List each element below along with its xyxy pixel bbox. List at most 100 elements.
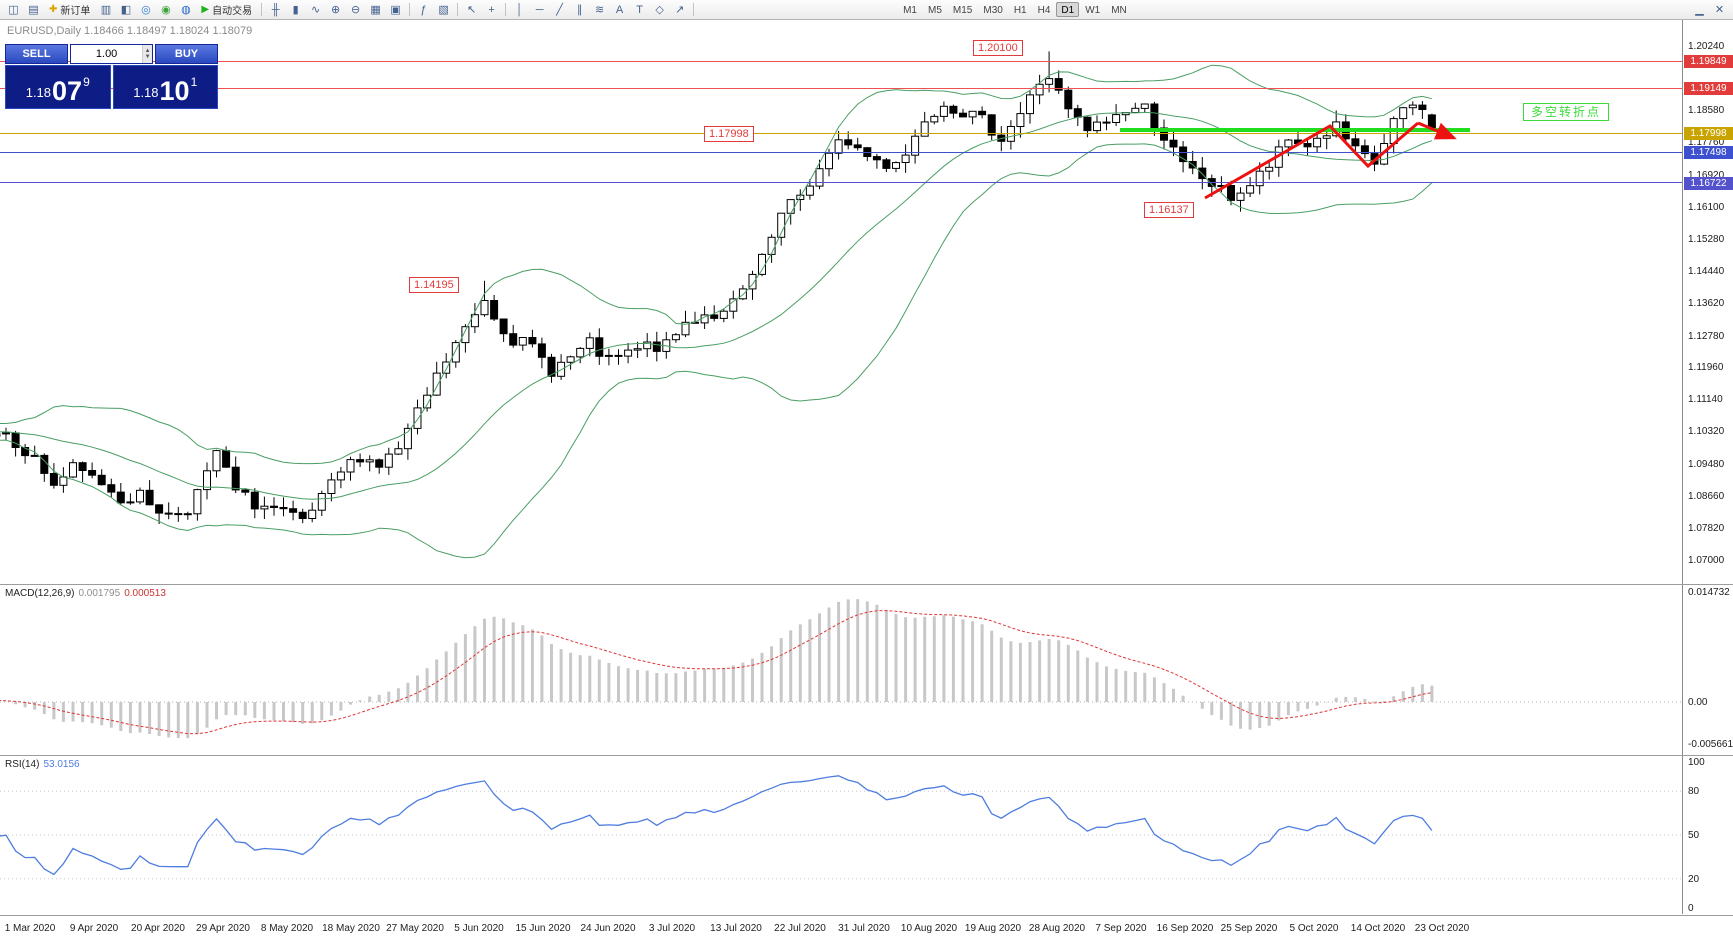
timeframe-d1[interactable]: D1 [1056, 2, 1080, 17]
price-tick: 1.14440 [1688, 266, 1725, 277]
buy-price-base: 1.18 [133, 85, 159, 100]
volume-down-icon[interactable]: ▼ [144, 54, 151, 60]
volume-spinner: ▲ ▼ [142, 45, 152, 63]
cursor-icon[interactable]: ↖ [466, 4, 477, 16]
zoom-out-icon[interactable]: ⊖ [350, 4, 361, 16]
date-label: 9 Apr 2020 [69, 923, 119, 934]
sell-price-display[interactable]: 1.18 07 9 [5, 65, 111, 109]
horizontal-line-1.16722[interactable] [0, 182, 1682, 183]
turning-point-note[interactable]: 多空转折点 [1523, 103, 1610, 121]
autotrading-button-label: 自动交易 [212, 6, 253, 17]
shapes-icon[interactable]: ◇ [655, 4, 664, 16]
zoom-in-icon[interactable]: ⊕ [330, 4, 341, 16]
autotrading-button[interactable]: ▶ 自动交易 [196, 2, 257, 18]
horizontal-line-1.19149[interactable] [0, 88, 1682, 89]
templates-icon[interactable]: ▧ [438, 4, 449, 16]
navigator-icon[interactable]: ◎ [141, 4, 151, 16]
horizontal-line-1.17998[interactable] [0, 133, 1682, 134]
timeframe-mn[interactable]: MN [1111, 5, 1127, 16]
macd-panel-canvas[interactable] [0, 585, 1682, 755]
panel-separator[interactable] [0, 755, 1733, 756]
macd-axis-tick: 0.00 [1688, 697, 1708, 708]
price-callout-1.16137[interactable]: 1.16137 [1144, 202, 1194, 218]
rsi-axis-tick: 80 [1688, 786, 1700, 797]
key-level-zone-line[interactable] [1120, 128, 1470, 132]
fibonacci-icon[interactable]: ≋ [594, 4, 605, 16]
toolbar: ◫ ▤ ✚ 新订单 ▥ ◧ ◎ ◉ ◍ ▶ 自动交易 ╫ ▮ ∿ ⊕ ⊖ ▦ ▣ ƒ ▧ ↖ + │ ─ ╱ ∥ ≋ A T ◇ ↗ M1 M5… [0, 0, 1733, 20]
rsi-axis-tick: 100 [1688, 757, 1705, 768]
price-tick: 1.08660 [1688, 491, 1725, 502]
price-tick: 1.07000 [1688, 555, 1725, 566]
new-order-button[interactable]: ✚ 新订单 [44, 2, 95, 18]
line-chart-icon[interactable]: ∿ [310, 4, 321, 16]
price-callout-1.17998[interactable]: 1.17998 [704, 126, 754, 142]
horizontal-line-1.19849[interactable] [0, 61, 1682, 62]
date-label: 25 Sep 2020 [1220, 923, 1278, 934]
timeframe-m30[interactable]: M30 [983, 5, 1003, 16]
close-chart-icon[interactable]: ✕ [1714, 4, 1725, 16]
price-callout-1.20100[interactable]: 1.20100 [973, 40, 1023, 56]
equidistant-channel-icon[interactable]: ∥ [576, 4, 583, 16]
macd-name: MACD(12,26,9) [5, 588, 75, 599]
bar-chart-icon[interactable]: ╫ [271, 3, 280, 16]
crosshair-icon[interactable]: + [488, 3, 495, 16]
panel-separator[interactable] [0, 584, 1733, 585]
date-label: 29 Apr 2020 [196, 923, 250, 934]
price-marker: 1.17498 [1684, 146, 1733, 159]
terminal-icon[interactable]: ◉ [161, 4, 171, 16]
buy-price-pip: 1 [190, 75, 198, 89]
volume-input[interactable] [71, 45, 143, 63]
horizontal-line-icon[interactable]: ─ [535, 3, 544, 16]
strategy-tester-icon[interactable]: ◍ [181, 4, 191, 16]
timeframe-h4[interactable]: H4 [1037, 5, 1051, 16]
sell-price-pip: 9 [83, 75, 90, 89]
sell-button[interactable]: SELL [5, 44, 68, 64]
auto-scroll-icon[interactable]: ▣ [390, 4, 401, 16]
label-icon[interactable]: T [636, 3, 643, 16]
rsi-name: RSI(14) [5, 759, 40, 770]
buy-price-display[interactable]: 1.18 10 1 [112, 65, 218, 109]
vertical-line-icon[interactable]: │ [516, 3, 524, 16]
time-axis[interactable]: 1 Mar 2020 9 Apr 2020 20 Apr 2020 29 Apr 20… [0, 915, 1733, 943]
minimize-chart-icon[interactable]: ▁ [1695, 4, 1704, 16]
arrows-icon[interactable]: ↗ [674, 4, 685, 16]
timeframe-m5[interactable]: M5 [928, 5, 942, 16]
date-label: 28 Aug 2020 [1028, 923, 1086, 934]
price-tick: 1.11140 [1688, 394, 1723, 405]
horizontal-line-1.17498[interactable] [0, 152, 1682, 153]
price-tick: 1.11960 [1688, 362, 1724, 373]
indicators-icon[interactable]: ƒ [420, 3, 427, 16]
sell-price-base: 1.18 [25, 85, 52, 100]
data-window-icon[interactable]: ◧ [120, 4, 132, 16]
price-axis[interactable]: 1.20240 1.18580 1.17760 1.16920 1.16100 1.152… [1682, 20, 1733, 914]
profiles-icon[interactable]: ▤ [28, 4, 39, 16]
timeframe-w1[interactable]: W1 [1085, 5, 1101, 16]
price-tick: 1.17760 [1688, 137, 1725, 148]
rsi-panel-canvas[interactable] [0, 756, 1682, 914]
volume-up-icon[interactable]: ▲ [144, 48, 151, 54]
timeframe-h1[interactable]: H1 [1013, 5, 1027, 16]
price-tick: 1.15280 [1688, 234, 1725, 245]
timeframe-m1[interactable]: M1 [903, 5, 917, 16]
toolbar-separator [409, 3, 411, 16]
main-chart-canvas[interactable] [0, 20, 1682, 584]
tile-windows-icon[interactable]: ▦ [370, 4, 381, 16]
sell-price-big: 07 [52, 76, 83, 107]
text-icon[interactable]: A [615, 3, 624, 16]
open-chart-icon[interactable]: ◫ [8, 4, 19, 16]
trendline-icon[interactable]: ╱ [556, 4, 563, 16]
candlestick-chart-icon[interactable]: ▮ [292, 4, 299, 16]
buy-button[interactable]: BUY [155, 44, 218, 64]
date-label: 13 Jul 2020 [710, 923, 762, 934]
price-callout-1.14195[interactable]: 1.14195 [409, 277, 459, 293]
timeframe-m15[interactable]: M15 [952, 5, 973, 16]
date-label: 3 Jul 2020 [648, 923, 696, 934]
volume-box: ▲ ▼ [70, 44, 153, 64]
toolbar-right-icons: ▁ ✕ [1690, 2, 1729, 18]
date-label: 5 Jun 2020 [454, 923, 504, 934]
price-tick: 1.16100 [1688, 202, 1725, 213]
one-click-trading-panel: SELL ▲ ▼ BUY 1.18 07 9 1.18 [5, 44, 218, 109]
date-label: 8 May 2020 [260, 923, 314, 934]
market-watch-icon[interactable]: ▥ [100, 4, 112, 16]
